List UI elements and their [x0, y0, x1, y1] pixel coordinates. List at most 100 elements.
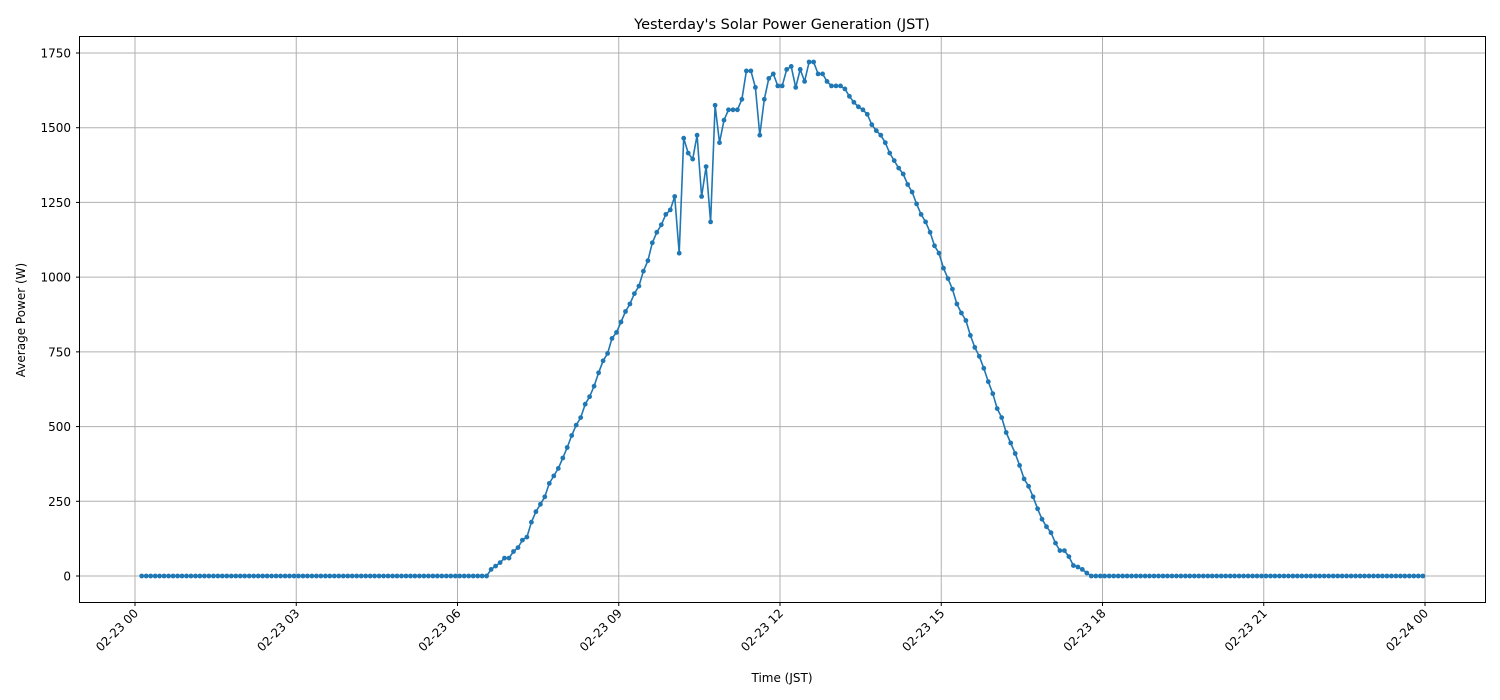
data-point-marker — [1380, 573, 1385, 579]
data-point-marker — [1402, 573, 1408, 579]
data-point-marker — [847, 93, 852, 99]
data-point-marker — [1008, 440, 1014, 446]
data-point-marker — [578, 415, 584, 420]
data-point-marker — [336, 573, 342, 579]
data-point-marker — [864, 111, 870, 117]
data-point-marker — [905, 182, 911, 187]
x-axis-label: Time (JST) — [750, 671, 812, 685]
data-point-marker — [681, 135, 687, 141]
data-point-marker — [493, 563, 498, 569]
data-point-marker — [1044, 524, 1049, 530]
data-point-marker — [542, 494, 548, 500]
data-point-marker — [793, 85, 799, 90]
data-point-marker — [533, 509, 539, 515]
data-point-marker — [1026, 483, 1031, 489]
data-point-marker — [219, 573, 225, 579]
data-point-marker — [645, 258, 651, 264]
data-point-marker — [300, 573, 306, 579]
data-point-marker — [390, 573, 395, 579]
data-point-marker — [1012, 451, 1018, 456]
data-point-marker — [215, 573, 221, 579]
data-point-marker — [717, 140, 722, 146]
data-point-marker — [573, 422, 579, 428]
data-point-marker — [627, 301, 633, 307]
data-point-marker — [976, 353, 982, 359]
data-point-marker — [811, 59, 816, 65]
data-point-marker — [305, 573, 310, 579]
data-point-marker — [860, 107, 866, 113]
data-point-marker — [1035, 506, 1040, 512]
data-point-marker — [649, 240, 655, 246]
data-point-marker — [770, 71, 776, 77]
data-point-marker — [730, 107, 736, 113]
data-point-marker — [255, 573, 261, 579]
data-point-marker — [157, 573, 163, 579]
data-point-marker — [569, 433, 575, 438]
data-point-marker — [936, 250, 942, 256]
data-point-marker — [1214, 573, 1220, 579]
data-point-marker — [296, 573, 301, 579]
data-point-marker — [1362, 573, 1367, 579]
data-point-marker — [273, 573, 279, 579]
data-point-marker — [202, 573, 207, 579]
data-point-marker — [721, 117, 727, 123]
data-point-marker — [1366, 573, 1372, 579]
data-point-marker — [139, 573, 145, 579]
data-point-marker — [829, 83, 834, 89]
data-point-marker — [587, 394, 592, 400]
data-point-marker — [1339, 573, 1345, 579]
data-point-marker — [909, 189, 915, 195]
data-point-marker — [779, 83, 785, 89]
data-point-marker — [224, 573, 230, 579]
data-point-marker — [430, 573, 436, 579]
data-point-marker — [502, 555, 507, 561]
data-point-marker — [461, 573, 467, 579]
data-point-marker — [994, 406, 1000, 411]
data-point-marker — [1075, 564, 1081, 570]
data-point-marker — [927, 229, 933, 235]
data-point-marker — [1294, 573, 1300, 579]
data-point-marker — [233, 573, 239, 579]
data-point-marker — [914, 201, 919, 207]
data-point-marker — [412, 573, 418, 579]
data-point-marker — [1357, 573, 1363, 579]
data-point-marker — [1048, 530, 1054, 536]
data-point-marker — [623, 309, 628, 314]
data-point-marker — [479, 573, 485, 579]
data-point-marker — [1183, 573, 1188, 579]
data-point-marker — [345, 573, 351, 579]
data-point-marker — [488, 567, 494, 572]
data-point-marker — [327, 573, 333, 579]
data-point-marker — [349, 573, 355, 579]
data-point-marker — [417, 573, 422, 579]
data-point-marker — [403, 573, 409, 579]
data-point-marker — [529, 519, 534, 525]
data-point-marker — [363, 573, 369, 579]
data-point-marker — [591, 383, 597, 389]
data-point-marker — [197, 573, 203, 579]
data-point-marker — [1079, 567, 1085, 572]
data-point-marker — [963, 318, 969, 323]
data-point-marker — [1174, 573, 1179, 579]
data-point-marker — [806, 59, 812, 65]
data-point-marker — [184, 573, 189, 579]
data-point-marker — [560, 455, 566, 461]
y-tick-label: 500 — [48, 420, 71, 434]
data-point-marker — [932, 243, 937, 249]
chart-title: Yesterday's Solar Power Generation (JST) — [633, 17, 930, 33]
data-point-marker — [555, 466, 561, 471]
data-point-marker — [434, 573, 440, 579]
data-point-marker — [990, 391, 996, 397]
data-point-marker — [726, 107, 731, 113]
data-point-marker — [1088, 573, 1094, 579]
data-point-marker — [596, 370, 601, 376]
data-point-marker — [1303, 573, 1309, 579]
data-point-marker — [582, 401, 588, 407]
data-point-marker — [748, 68, 754, 74]
data-point-marker — [1371, 573, 1376, 579]
data-point-marker — [744, 68, 749, 74]
data-point-marker — [376, 573, 382, 579]
data-point-marker — [1178, 573, 1184, 579]
data-point-marker — [1196, 573, 1202, 579]
data-point-marker — [1299, 573, 1305, 579]
